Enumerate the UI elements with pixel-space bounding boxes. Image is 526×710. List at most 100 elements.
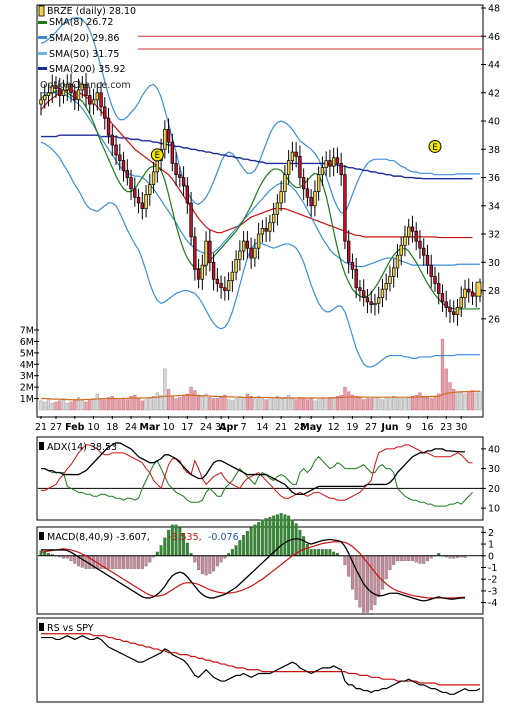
earnings-markers: EE [150, 139, 442, 162]
macd-legend-swatch [39, 532, 44, 540]
candle-body-68 [294, 151, 298, 157]
earnings-marker-1 [428, 139, 442, 153]
macd-hist-bar-28 [144, 555, 148, 567]
volume-bar-54 [242, 397, 246, 411]
candle-body-79 [335, 157, 340, 164]
candle-body-91 [380, 288, 385, 298]
candle-body-39 [185, 185, 190, 204]
price-tick-label-0: 26 [488, 314, 500, 325]
macd-hist-bar-89 [373, 555, 377, 605]
candle-body-42 [196, 269, 201, 280]
candle-body-40 [189, 202, 193, 238]
adx-legend: ADX(14) 38.53 [39, 442, 117, 453]
candle-body-14 [91, 99, 96, 105]
candle-body-46 [211, 261, 216, 280]
candle-body-41 [193, 236, 197, 270]
price-tick-label-8: 42 [488, 88, 500, 99]
volume-bar-78 [332, 398, 336, 411]
macd-hist-bar-61 [268, 516, 272, 556]
volume-tick-label-0: 1M [20, 394, 34, 405]
volume-bar-36 [174, 398, 178, 411]
candle-body-0 [39, 99, 43, 105]
macd-hist-bar-18 [107, 555, 111, 569]
di-plus-line [41, 456, 473, 507]
legend-sma50: SMA(50) 31.75 [49, 49, 119, 60]
volume-bar-14 [91, 398, 96, 411]
volume-bar-92 [384, 397, 388, 411]
candle-body-110 [452, 311, 456, 315]
macd-tick-label-6: 2 [488, 528, 494, 539]
volume-bar-5 [58, 400, 62, 411]
volume-bar-52 [234, 398, 238, 411]
rs-panel [41, 633, 481, 695]
volume-bar-43 [200, 396, 204, 411]
volume-bar-56 [249, 396, 253, 411]
date-tick-label-5: 24 [125, 422, 137, 433]
volume-bar-113 [463, 393, 467, 411]
candle-body-108 [444, 301, 448, 308]
volume-bar-85 [358, 397, 362, 411]
volume-bar-15 [95, 393, 99, 411]
volume-bar-10 [76, 397, 81, 411]
candle-body-85 [358, 287, 362, 291]
volume-bar-89 [373, 397, 377, 411]
volume-bar-29 [148, 397, 152, 411]
header-candle-icon [38, 5, 45, 17]
volume-bar-81 [343, 386, 347, 411]
volume-bar-96 [399, 398, 403, 411]
volume-bar-31 [155, 392, 159, 411]
macd-hist-bar-24 [129, 555, 133, 569]
candle-body-62 [271, 213, 276, 224]
macd-tick-label-1: -3 [488, 586, 497, 597]
date-tick-label-9: 24 [200, 422, 212, 433]
volume-bar-19 [110, 396, 114, 411]
candle-body-112 [459, 297, 463, 308]
macd-hist-bar-25 [133, 555, 137, 569]
date-tick-label-16: May [300, 422, 323, 433]
date-tick-label-4: 18 [106, 422, 118, 433]
macd-hist-bar-82 [347, 555, 351, 577]
macd-hist-bar-77 [328, 549, 332, 556]
macd-hist-value: -0.076 [208, 532, 239, 543]
volume-bar-44 [204, 393, 208, 411]
candle-body-105 [433, 276, 437, 284]
candle-body-13 [88, 95, 92, 105]
candle-body-69 [298, 155, 302, 178]
candle-body-47 [215, 278, 220, 284]
macd-hist-bar-19 [110, 555, 114, 569]
adx-line [41, 442, 466, 495]
price-tick-label-11: 48 [488, 4, 500, 15]
price-tick-label-4: 34 [488, 201, 500, 212]
adx-tick-label-0: 10 [488, 504, 500, 515]
candle-body-1 [43, 95, 47, 101]
price-legend: BRZE (daily) 28.10 SMA(8) 26.72 SMA(20) … [38, 5, 136, 91]
macd-hist-bar-0 [39, 550, 43, 556]
candle-body-90 [376, 297, 381, 304]
date-tick-label-6: Mar [140, 422, 161, 433]
volume-bar-45 [208, 397, 212, 411]
price-tick-label-7: 40 [488, 117, 500, 128]
macd-hist-bar-22 [122, 555, 126, 569]
earnings-marker-label-1: E [432, 143, 437, 153]
candle-body-76 [324, 160, 328, 168]
candle-body-37 [178, 174, 182, 178]
volume-bar-62 [272, 397, 276, 411]
candle-body-104 [429, 264, 433, 277]
candle-body-50 [226, 280, 231, 291]
macd-hist-bar-51 [230, 549, 234, 556]
macd-hist-bar-11 [80, 555, 84, 568]
candle-body-23 [125, 170, 129, 178]
volume-bar-28 [144, 399, 148, 411]
macd-tick-label-2: -2 [488, 575, 497, 586]
candle-body-100 [414, 230, 418, 242]
volume-bar-106 [437, 393, 441, 411]
legend-swatch-sma8 [38, 21, 47, 24]
macd-hist-bar-95 [395, 555, 399, 562]
date-tick-label-13: 14 [256, 422, 268, 433]
macd-hist-bar-27 [140, 555, 144, 569]
candle-body-19 [110, 134, 114, 146]
legend-swatch-sma50 [38, 52, 47, 55]
candle-body-9 [73, 92, 77, 101]
candle-body-54 [241, 240, 246, 252]
macd-hist-bar-43 [200, 555, 204, 574]
